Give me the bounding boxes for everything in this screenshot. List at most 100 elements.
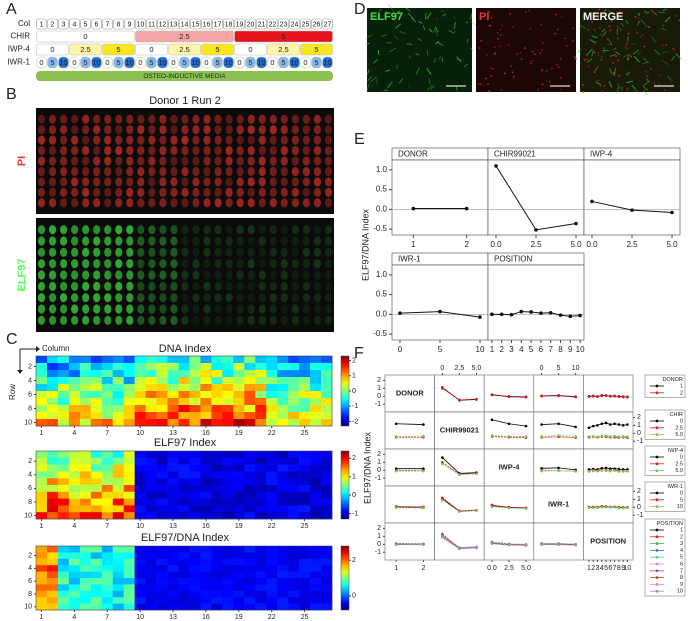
heatmap-cell bbox=[277, 384, 289, 392]
interaction-point bbox=[596, 506, 599, 509]
heatmap-cell bbox=[46, 419, 59, 427]
well-spot bbox=[93, 187, 101, 197]
heatmap-cell bbox=[266, 597, 278, 604]
heatmap-cell bbox=[277, 512, 289, 520]
texture bbox=[627, 32, 630, 35]
interaction-point bbox=[626, 395, 629, 398]
interaction-point bbox=[422, 542, 425, 546]
x-tick-label: 0 bbox=[398, 345, 403, 354]
heatmap-cell bbox=[101, 491, 114, 499]
texture bbox=[432, 26, 437, 34]
heatmap-cell bbox=[36, 485, 48, 493]
well-spot bbox=[269, 259, 277, 269]
heatmap-cell bbox=[145, 505, 157, 513]
well-spot bbox=[48, 259, 57, 269]
texture bbox=[672, 47, 674, 50]
heatmap-cell bbox=[57, 597, 70, 604]
heatmap-cell bbox=[288, 356, 300, 364]
well-spot bbox=[37, 270, 46, 280]
well-spot bbox=[291, 114, 299, 124]
texture bbox=[599, 85, 602, 88]
heatmap-cell bbox=[112, 491, 125, 499]
heatmap-cell bbox=[244, 498, 256, 506]
treatment-label: 0 bbox=[149, 45, 153, 54]
diagonal-label: IWP-4 bbox=[499, 462, 521, 471]
heatmap-cell bbox=[79, 391, 92, 399]
interaction-point bbox=[609, 394, 612, 398]
arrow-head bbox=[17, 370, 23, 374]
heatmap-cell bbox=[101, 419, 114, 427]
texture bbox=[646, 78, 649, 81]
well-spot bbox=[59, 166, 68, 177]
heatmap-cell bbox=[222, 464, 234, 472]
strip-label: IWP-4 bbox=[590, 150, 613, 159]
heatmap-cell bbox=[90, 405, 103, 413]
col-cell bbox=[58, 18, 69, 30]
heatmap-cell bbox=[200, 565, 212, 572]
well-spot bbox=[126, 198, 134, 208]
x-tick-label: 3 bbox=[509, 345, 514, 354]
heatmap-cell bbox=[68, 457, 81, 465]
interaction-point bbox=[507, 506, 511, 510]
heatmap-cell bbox=[222, 377, 234, 385]
treatment-label: 5 bbox=[215, 58, 219, 67]
heatmap-cell bbox=[167, 512, 179, 520]
heatmap-cell bbox=[101, 391, 114, 399]
texture bbox=[617, 86, 620, 92]
heatmap-cell bbox=[244, 363, 256, 371]
texture bbox=[387, 81, 393, 88]
interaction-point bbox=[621, 470, 625, 473]
heatmap-cell bbox=[46, 485, 59, 493]
heatmap-cell bbox=[145, 405, 157, 413]
well-spot bbox=[126, 281, 134, 291]
heatmap-cell bbox=[266, 384, 278, 392]
well-spot bbox=[192, 156, 200, 166]
heatmap-cell bbox=[156, 405, 168, 413]
heatmap-cell bbox=[310, 590, 322, 598]
texture bbox=[671, 55, 676, 61]
texture bbox=[593, 51, 596, 54]
well-spot bbox=[280, 259, 288, 269]
heatmap-cell bbox=[310, 398, 322, 406]
treatment-cell bbox=[212, 56, 223, 69]
well-spot bbox=[313, 187, 322, 197]
heatmap-cell bbox=[299, 405, 311, 413]
texture bbox=[609, 68, 613, 75]
col-number: 15 bbox=[192, 21, 200, 28]
effect-point bbox=[534, 228, 538, 232]
texture bbox=[455, 85, 458, 91]
plate-title: Donor 1 Run 2 bbox=[149, 95, 221, 107]
heatmap-cell bbox=[167, 363, 179, 371]
x-tick-label: 2 bbox=[591, 565, 595, 572]
treatment-label: 5 bbox=[116, 45, 120, 54]
heatmap-cell bbox=[178, 498, 190, 506]
heatmap-cell bbox=[189, 398, 201, 406]
col-cell bbox=[190, 18, 201, 30]
well-spot bbox=[126, 315, 134, 325]
texture bbox=[541, 69, 544, 71]
well-spot bbox=[159, 304, 167, 314]
treatment-cell bbox=[201, 56, 212, 69]
heatmap-cell bbox=[233, 505, 245, 513]
treatment-cell bbox=[322, 56, 333, 69]
heatmap-cell bbox=[112, 370, 125, 378]
interaction-point bbox=[591, 435, 595, 438]
heatmap-cell bbox=[79, 356, 92, 364]
well-spot bbox=[280, 187, 288, 197]
treatment-label: 0 bbox=[204, 58, 208, 67]
well-spot bbox=[291, 135, 299, 145]
heatmap-cell bbox=[134, 571, 146, 579]
heatmap-cell bbox=[46, 363, 59, 371]
texture bbox=[442, 13, 447, 17]
texture bbox=[520, 58, 523, 61]
well-spot bbox=[291, 270, 299, 280]
treatment-cell bbox=[102, 43, 135, 56]
treatment-label: 0 bbox=[83, 32, 87, 41]
well-spot bbox=[236, 177, 244, 187]
well-spot bbox=[247, 225, 255, 235]
texture bbox=[591, 21, 593, 23]
heatmap-cell bbox=[233, 552, 245, 560]
well-spot bbox=[71, 198, 79, 208]
treatment-label: 0 bbox=[138, 58, 142, 67]
heatmap-cell bbox=[112, 471, 125, 479]
